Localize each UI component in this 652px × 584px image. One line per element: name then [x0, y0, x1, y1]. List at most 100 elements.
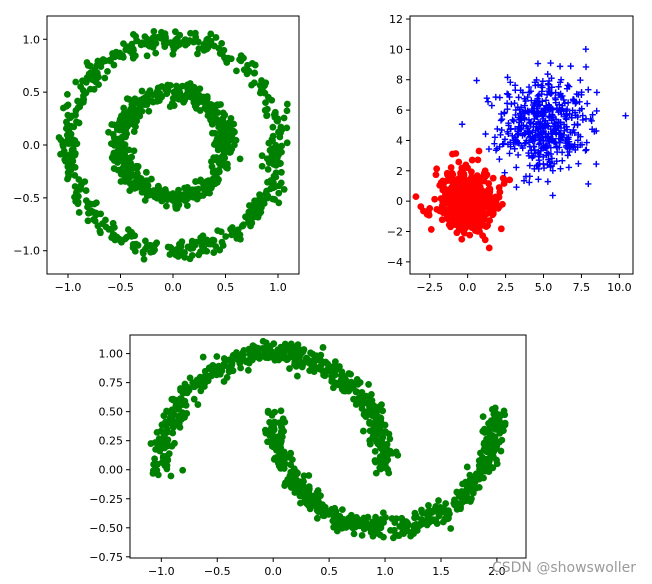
circles-point	[272, 173, 280, 181]
circles-point	[158, 193, 166, 201]
circles-point	[62, 118, 70, 126]
circles-point	[82, 78, 90, 86]
circles-point	[62, 157, 69, 165]
moons-point	[366, 418, 373, 426]
blobs-point	[545, 156, 552, 163]
blobs-point	[507, 79, 514, 86]
circles-point	[144, 177, 151, 185]
blobs-point	[566, 110, 573, 118]
circles-point	[211, 129, 219, 137]
circles-point	[193, 92, 201, 99]
blobs-point	[446, 190, 453, 198]
circles-point	[269, 195, 277, 203]
circles-point	[225, 127, 233, 135]
moons-point	[430, 517, 438, 525]
blobs-y-tick-label: −2	[387, 226, 403, 239]
moons-scatter-chart: −1.0 −0.5 0.0 0.5 1.0 1.5 2.0 −0.75 −0.50 −0.25 0.…	[89, 334, 527, 578]
circles-point	[162, 202, 170, 210]
blobs-point	[521, 140, 529, 147]
blobs-y-tick-label: 2	[396, 165, 403, 178]
moons-point	[366, 397, 374, 404]
moons-point	[356, 522, 363, 530]
circles-point	[77, 183, 84, 191]
blobs-point	[557, 107, 564, 114]
blobs-point	[563, 123, 570, 130]
blobs-point	[577, 133, 584, 140]
circles-point	[136, 103, 144, 111]
circles-point	[200, 41, 208, 49]
circles-point	[152, 49, 160, 57]
blobs-point	[557, 79, 564, 86]
moons-point	[158, 421, 166, 429]
blobs-point	[516, 116, 523, 123]
blobs-x-tick-label: 7.5	[573, 281, 591, 294]
moons-x-tick-label: −0.5	[204, 565, 231, 578]
blobs-point	[501, 136, 509, 143]
circles-point	[277, 159, 284, 167]
circles-point	[280, 186, 288, 193]
moons-point	[207, 366, 215, 374]
blobs-point	[531, 115, 538, 123]
blobs-x-tick-label: 10.0	[607, 281, 632, 294]
circles-y-tick-label: 1.0	[23, 33, 41, 46]
moons-point	[169, 429, 177, 437]
circles-point	[122, 121, 130, 128]
moons-point	[355, 516, 362, 524]
blobs-point	[439, 198, 447, 206]
blobs-point	[578, 141, 586, 148]
circles-point	[88, 207, 95, 215]
blobs-point	[432, 171, 440, 179]
moons-x-tick-label: 1.0	[376, 565, 394, 578]
blobs-point	[544, 70, 551, 78]
circles-point	[145, 107, 153, 115]
blobs-axes-frame	[409, 15, 634, 275]
blobs-point	[456, 188, 464, 196]
blobs-point	[488, 102, 496, 109]
circles-point	[187, 91, 195, 99]
blobs-point	[536, 151, 544, 158]
circles-point	[154, 87, 161, 95]
moons-point	[347, 370, 355, 378]
moons-point	[381, 421, 389, 429]
moons-point	[163, 427, 170, 435]
moons-y-tick-label: 0.00	[99, 464, 124, 477]
moons-point	[325, 365, 332, 372]
moons-y-tick-label: −0.25	[89, 493, 123, 506]
blobs-point	[480, 209, 487, 217]
blobs-point	[474, 194, 482, 202]
circles-point	[129, 54, 137, 62]
blobs-point	[549, 130, 556, 137]
circles-point	[114, 155, 122, 163]
blobs-point	[482, 130, 489, 138]
circles-point	[214, 101, 221, 109]
blobs-point	[453, 229, 461, 237]
circles-point	[128, 153, 136, 161]
blobs-point	[540, 164, 548, 172]
moons-point	[176, 395, 184, 403]
moons-point	[306, 367, 314, 375]
circles-point	[161, 36, 169, 44]
blobs-point	[513, 183, 520, 191]
circles-point	[206, 105, 213, 113]
blobs-point	[482, 223, 490, 230]
circles-point	[227, 114, 235, 122]
blobs-point	[539, 98, 546, 105]
blobs-y-tick-label: −4	[387, 256, 403, 269]
blobs-point	[593, 107, 600, 115]
circles-point	[191, 102, 199, 110]
moons-point	[426, 509, 434, 517]
circles-x-tick-label: 1.0	[269, 281, 287, 294]
circles-point	[224, 54, 232, 62]
circles-point	[167, 244, 174, 251]
circles-point	[77, 83, 85, 91]
circles-x-tick-label: 0.5	[217, 281, 235, 294]
circles-point	[147, 242, 155, 250]
blobs-point	[578, 88, 585, 96]
blobs-point	[570, 143, 577, 150]
circles-point	[196, 177, 204, 185]
moons-point	[240, 346, 248, 354]
moons-point	[168, 406, 176, 414]
moons-point	[371, 447, 379, 455]
blobs-point	[515, 94, 522, 101]
moons-point	[276, 351, 284, 359]
